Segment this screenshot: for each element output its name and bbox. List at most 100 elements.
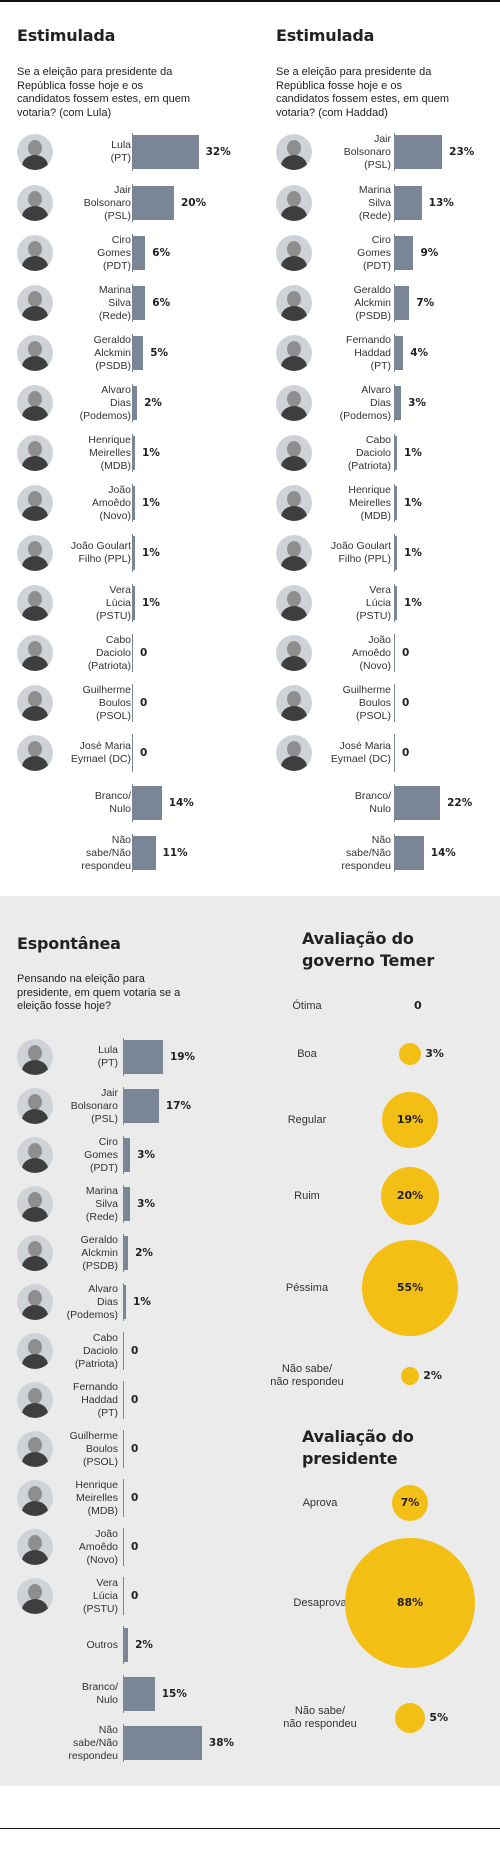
chart-2-bar-12 xyxy=(124,1628,129,1662)
chart-0-category-label-3: Marina Silva (Rede) xyxy=(98,283,131,322)
chart-1-value-label-12: 0 xyxy=(402,747,410,759)
top-rule xyxy=(0,0,500,2)
chart-0-value-label-12: 0 xyxy=(140,747,148,759)
chart-2-bar-2 xyxy=(124,1138,131,1172)
chart-0-bar-4 xyxy=(133,336,144,370)
chart-4-bubble-2 xyxy=(394,1702,426,1734)
avatar-head xyxy=(28,1192,42,1208)
avatar-head xyxy=(28,341,42,357)
chart-1-category-label-9: Vera Lúcia (PSTU) xyxy=(356,583,391,622)
chart-1-bar-8 xyxy=(395,536,398,570)
avatar-body xyxy=(281,356,307,371)
chart-2-value-label-12: 2% xyxy=(135,1639,153,1651)
chart-2-category-label-1: Jair Bolsonaro (PSL) xyxy=(70,1086,118,1125)
chart-0-avatar-12 xyxy=(17,735,53,771)
chart-2-value-label-7: 0 xyxy=(131,1394,139,1406)
avatar-body xyxy=(22,155,48,170)
chart-3-title: Avaliação do governo Temer xyxy=(302,929,435,970)
chart-0-category-label-6: Henrique Meirelles (MDB) xyxy=(88,433,131,472)
avatar-head xyxy=(28,491,42,507)
chart-1-axis-9 xyxy=(394,584,395,622)
avatar-head xyxy=(28,1241,42,1257)
avatar-head xyxy=(287,441,301,457)
chart-0-bar-7 xyxy=(133,486,136,520)
avatar-head xyxy=(287,541,301,557)
chart-1-bar-0 xyxy=(395,135,443,169)
chart-1-value-label-11: 0 xyxy=(402,697,410,709)
chart-1-value-label-6: 1% xyxy=(404,447,422,459)
chart-4-bubble-0 xyxy=(391,1484,429,1522)
chart-4-value-label-0: 7% xyxy=(400,1496,420,1509)
avatar-body xyxy=(281,706,307,721)
chart-2-avatar-6 xyxy=(17,1333,53,1369)
chart-4-value-label-2: 5% xyxy=(429,1711,449,1724)
chart-0-value-label-7: 1% xyxy=(142,497,160,509)
chart-2-axis-3 xyxy=(123,1185,124,1223)
chart-0-value-label-14: 11% xyxy=(162,847,188,859)
avatar-head xyxy=(28,191,42,207)
chart-2-avatar-8 xyxy=(17,1431,53,1467)
chart-1-value-label-2: 9% xyxy=(420,247,439,259)
chart-2-axis-6 xyxy=(123,1332,124,1370)
chart-1-value-label-5: 3% xyxy=(408,397,426,409)
chart-1-value-label-0: 23% xyxy=(449,146,475,158)
chart-0-bar-13 xyxy=(133,786,162,820)
chart-2-avatar-7 xyxy=(17,1382,53,1418)
avatar-body xyxy=(281,606,307,621)
chart-2-subtitle: Pensando na eleição para presidente, em … xyxy=(17,973,181,1012)
avatar-head xyxy=(28,441,42,457)
chart-2-bar-3 xyxy=(124,1187,131,1221)
chart-0-value-label-11: 0 xyxy=(140,697,148,709)
chart-0-axis-2 xyxy=(132,234,133,272)
chart-1-category-label-12: José Maria Eymael (DC) xyxy=(330,740,391,765)
chart-2-value-label-3: 3% xyxy=(137,1198,155,1210)
avatar-head xyxy=(28,1290,42,1306)
chart-2-category-label-10: João Amoêdo (Novo) xyxy=(78,1527,118,1566)
bottom-rule xyxy=(0,1828,500,1829)
chart-0-bar-8 xyxy=(133,536,136,570)
avatar-body xyxy=(22,506,48,521)
chart-0-value-label-5: 2% xyxy=(144,397,162,409)
avatar-head xyxy=(287,191,301,207)
chart-0-value-label-9: 1% xyxy=(142,597,160,609)
chart-0-avatar-6 xyxy=(17,435,53,471)
chart-2-avatar-0 xyxy=(17,1039,53,1075)
chart-1-axis-11 xyxy=(394,684,395,722)
chart-0-value-label-3: 6% xyxy=(152,297,171,309)
avatar-body xyxy=(22,1060,48,1075)
avatar-body xyxy=(22,206,48,221)
chart-0-value-label-8: 1% xyxy=(142,547,160,559)
chart-1-bar-3 xyxy=(395,286,410,320)
chart-2-value-label-5: 1% xyxy=(133,1296,151,1308)
chart-0-axis-3 xyxy=(132,284,133,322)
avatar-body xyxy=(22,706,48,721)
avatar-head xyxy=(28,1486,42,1502)
chart-0-avatar-11 xyxy=(17,685,53,721)
chart-0-bar-6 xyxy=(133,436,136,470)
avatar-body xyxy=(22,1305,48,1320)
chart-0-avatar-1 xyxy=(17,185,53,221)
chart-3-bubble-4 xyxy=(361,1239,459,1337)
chart-0-value-label-6: 1% xyxy=(142,447,160,459)
avatar-body xyxy=(281,656,307,671)
chart-3-category-label-1: Boa xyxy=(297,1047,317,1060)
chart-2-category-label-5: Alvaro Dias (Podemos) xyxy=(66,1282,118,1321)
avatar-body xyxy=(281,556,307,571)
chart-2-value-label-8: 0 xyxy=(131,1443,139,1455)
chart-1-category-label-11: Guilherme Boulos (PSOL) xyxy=(342,683,391,722)
chart-2-axis-14 xyxy=(123,1724,124,1762)
chart-1-value-label-10: 0 xyxy=(402,647,410,659)
chart-1-axis-4 xyxy=(394,334,395,372)
chart-1-value-label-4: 4% xyxy=(410,347,429,359)
chart-0-category-label-8: João Goulart Filho (PPL) xyxy=(70,540,131,565)
chart-0-axis-5 xyxy=(132,384,133,422)
avatar-body xyxy=(281,756,307,771)
chart-3-category-label-0: Ótima xyxy=(292,999,322,1012)
chart-4-category-label-0: Aprova xyxy=(302,1496,338,1509)
chart-1-axis-1 xyxy=(394,184,395,222)
avatar-body xyxy=(281,206,307,221)
avatar-head xyxy=(28,591,42,607)
chart-1-category-label-4: Fernando Haddad (PT) xyxy=(346,333,391,372)
chart-1-category-label-3: Geraldo Alckmin (PSDB) xyxy=(353,283,391,322)
avatar-head xyxy=(28,1535,42,1551)
